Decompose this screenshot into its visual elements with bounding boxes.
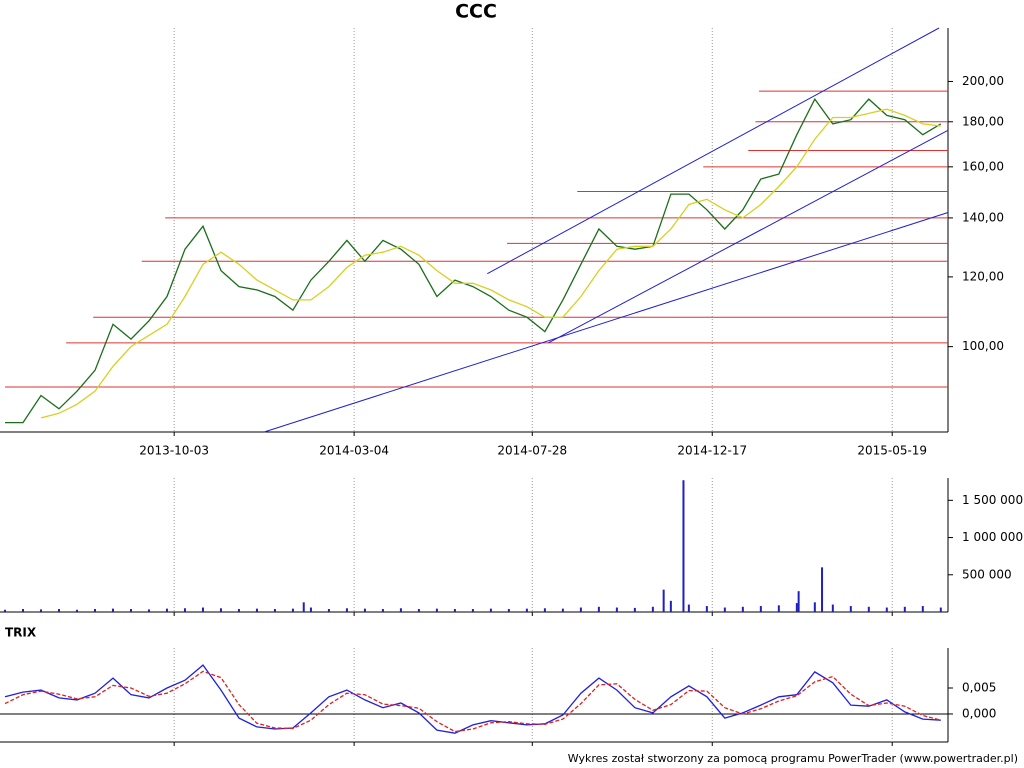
y-tick-label: 1 000 000 [962,530,1023,544]
bar [21,609,24,612]
bar [669,600,672,612]
bar [633,607,636,612]
bar [471,609,474,612]
x-tick-label: 2013-10-03 [139,444,209,458]
bar [797,591,800,612]
bar [849,606,852,612]
x-tick-label: 2014-07-28 [497,444,567,458]
bar [831,604,834,612]
chart-title: CCC [455,1,497,23]
bar [795,603,798,612]
bar [219,608,222,612]
bar [813,602,816,612]
trend-line [548,129,949,344]
bar [255,608,258,612]
bar [651,606,654,612]
y-tick-label: 200,00 [962,74,1004,88]
series-line [4,664,941,734]
bar [201,607,204,612]
y-tick-label: 120,00 [962,269,1004,283]
series-line [40,108,941,419]
series-line [5,97,942,424]
footer: Wykres został stworzony za pomocą progra… [568,752,1018,765]
bar [921,606,924,612]
bar [435,608,438,612]
bar [363,608,366,612]
bar [129,609,132,612]
bar [75,609,78,612]
bar [381,609,384,612]
bar [183,608,186,612]
bar [543,608,546,612]
y-tick-label: 500 000 [962,567,1012,581]
y-tick-label: 1 500 000 [962,493,1023,507]
bar [302,602,305,612]
bar [885,607,888,612]
bar [687,604,690,612]
x-tick-label: 2014-12-17 [677,444,747,458]
bar [39,609,42,612]
bar [705,606,708,612]
x-tick-label: 2014-03-04 [319,444,389,458]
bar [327,609,330,612]
bar [93,609,96,612]
bar [399,608,402,612]
bar [682,480,685,612]
series-line [4,670,941,733]
bar [939,607,942,612]
bar [723,607,726,612]
bar [345,608,348,612]
bar [597,606,600,612]
bar [903,606,906,612]
trend-line [487,27,940,275]
bar [561,608,564,612]
y-tick-label: 0,005 [962,680,996,694]
bar [821,567,824,612]
y-tick-label: 160,00 [962,159,1004,173]
bar [57,609,60,612]
bar [777,605,780,612]
x-tick-label: 2015-05-19 [857,444,927,458]
trend-line [263,212,949,433]
bar [662,589,665,612]
y-tick-label: 0,000 [962,706,996,720]
y-tick-label: 140,00 [962,210,1004,224]
bar [741,606,744,612]
bar [759,606,762,612]
bar [291,608,294,612]
bar [615,607,618,612]
bar [273,609,276,612]
bar [453,609,456,612]
bar [489,608,492,612]
bar [417,609,420,612]
bar [111,608,114,612]
bar [147,609,150,612]
panel-title: TRIX [5,626,37,640]
bar [525,608,528,612]
bar [165,608,168,612]
bar [309,607,312,612]
bar [579,607,582,612]
bar [4,609,6,612]
bar [507,609,510,612]
y-tick-label: 100,00 [962,339,1004,353]
y-tick-label: 180,00 [962,114,1004,128]
bar [237,609,240,612]
bar [867,606,870,612]
